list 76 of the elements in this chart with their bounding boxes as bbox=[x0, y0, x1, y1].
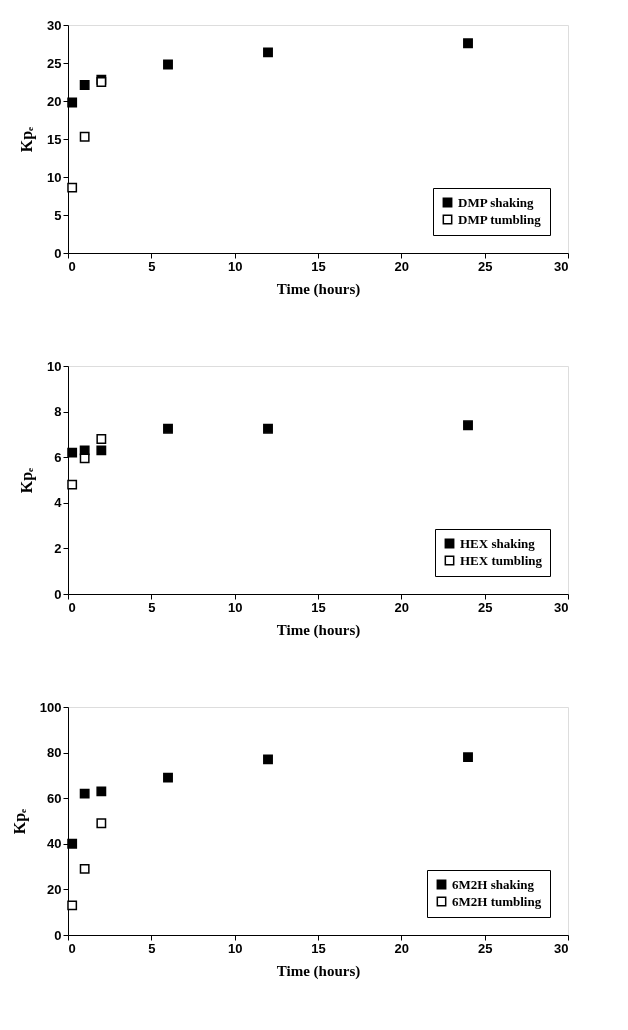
x-tick-label: 10 bbox=[227, 258, 243, 274]
y-tick-label: 5 bbox=[54, 207, 62, 223]
point bbox=[79, 131, 90, 142]
x-tick-label: 25 bbox=[477, 599, 493, 615]
point bbox=[96, 818, 107, 829]
x-axis-title: Time (hours) bbox=[276, 280, 361, 298]
point bbox=[67, 479, 78, 490]
y-tick-label: 20 bbox=[47, 881, 62, 897]
point bbox=[163, 59, 173, 70]
y-tick-label: 30 bbox=[47, 17, 62, 33]
point bbox=[79, 453, 90, 464]
x-tick-label: 5 bbox=[148, 599, 156, 615]
y-tick-label: 10 bbox=[47, 358, 62, 374]
point bbox=[263, 423, 273, 434]
x-tick-label: 20 bbox=[394, 940, 410, 956]
x-tick-label: 0 bbox=[68, 599, 76, 615]
point bbox=[67, 97, 78, 108]
point bbox=[96, 434, 107, 444]
point bbox=[79, 863, 90, 874]
y-tick-label: 10 bbox=[47, 169, 62, 185]
x-tick-label: 30 bbox=[554, 940, 569, 956]
point bbox=[463, 420, 473, 431]
y-axis-title: Kpₑ bbox=[18, 467, 37, 494]
x-axis-title: Time (hours) bbox=[276, 962, 361, 980]
point bbox=[96, 445, 107, 456]
y-tick-label: 6 bbox=[54, 449, 62, 465]
x-tick-label: 10 bbox=[227, 940, 243, 956]
x-axis-title: Time (hours) bbox=[276, 621, 361, 639]
point bbox=[79, 80, 90, 90]
y-tick-label: 15 bbox=[47, 131, 62, 147]
y-tick-label: 8 bbox=[54, 404, 62, 420]
legend-label: HEX tumbling bbox=[460, 552, 543, 568]
legend-label: HEX shaking bbox=[460, 535, 536, 551]
y-tick-label: 0 bbox=[54, 586, 62, 602]
point bbox=[263, 754, 273, 765]
point bbox=[263, 47, 273, 58]
x-tick-label: 30 bbox=[554, 258, 569, 274]
y-tick-label: 40 bbox=[47, 836, 62, 852]
x-tick-label: 15 bbox=[311, 940, 326, 956]
x-tick-label: 5 bbox=[148, 940, 156, 956]
x-tick-label: 5 bbox=[148, 258, 156, 274]
point bbox=[67, 900, 78, 911]
y-tick-label: 0 bbox=[54, 927, 62, 943]
point bbox=[163, 423, 173, 434]
x-tick-label: 25 bbox=[477, 258, 493, 274]
y-tick-label: 100 bbox=[39, 699, 62, 715]
x-tick-label: 15 bbox=[311, 258, 326, 274]
y-tick-label: 25 bbox=[47, 55, 62, 71]
y-tick-label: 4 bbox=[54, 495, 63, 511]
y-tick-label: 2 bbox=[54, 540, 62, 556]
x-tick-label: 25 bbox=[477, 940, 493, 956]
y-tick-label: 20 bbox=[47, 93, 62, 109]
point bbox=[67, 182, 78, 193]
x-tick-label: 0 bbox=[68, 940, 76, 956]
point bbox=[463, 752, 473, 763]
y-tick-label: 0 bbox=[54, 245, 62, 261]
point bbox=[67, 838, 78, 849]
x-tick-label: 30 bbox=[554, 599, 569, 615]
x-tick-label: 20 bbox=[394, 599, 410, 615]
point bbox=[67, 447, 78, 458]
legend-label: 6M2H tumbling bbox=[452, 893, 542, 909]
y-axis-title: Kpₑ bbox=[18, 126, 37, 153]
point bbox=[96, 786, 107, 797]
point bbox=[79, 788, 90, 799]
y-tick-label: 80 bbox=[47, 745, 62, 761]
point bbox=[463, 38, 473, 49]
x-tick-label: 10 bbox=[227, 599, 243, 615]
legend-label: 6M2H shaking bbox=[452, 876, 535, 892]
x-tick-label: 0 bbox=[68, 258, 76, 274]
legend-label: DMP tumbling bbox=[458, 211, 542, 227]
y-tick-label: 60 bbox=[47, 790, 62, 806]
y-axis-title: Kpₑ bbox=[10, 808, 29, 835]
x-tick-label: 15 bbox=[311, 599, 326, 615]
legend-label: DMP shaking bbox=[458, 194, 534, 210]
x-tick-label: 20 bbox=[394, 258, 410, 274]
point bbox=[163, 772, 173, 783]
